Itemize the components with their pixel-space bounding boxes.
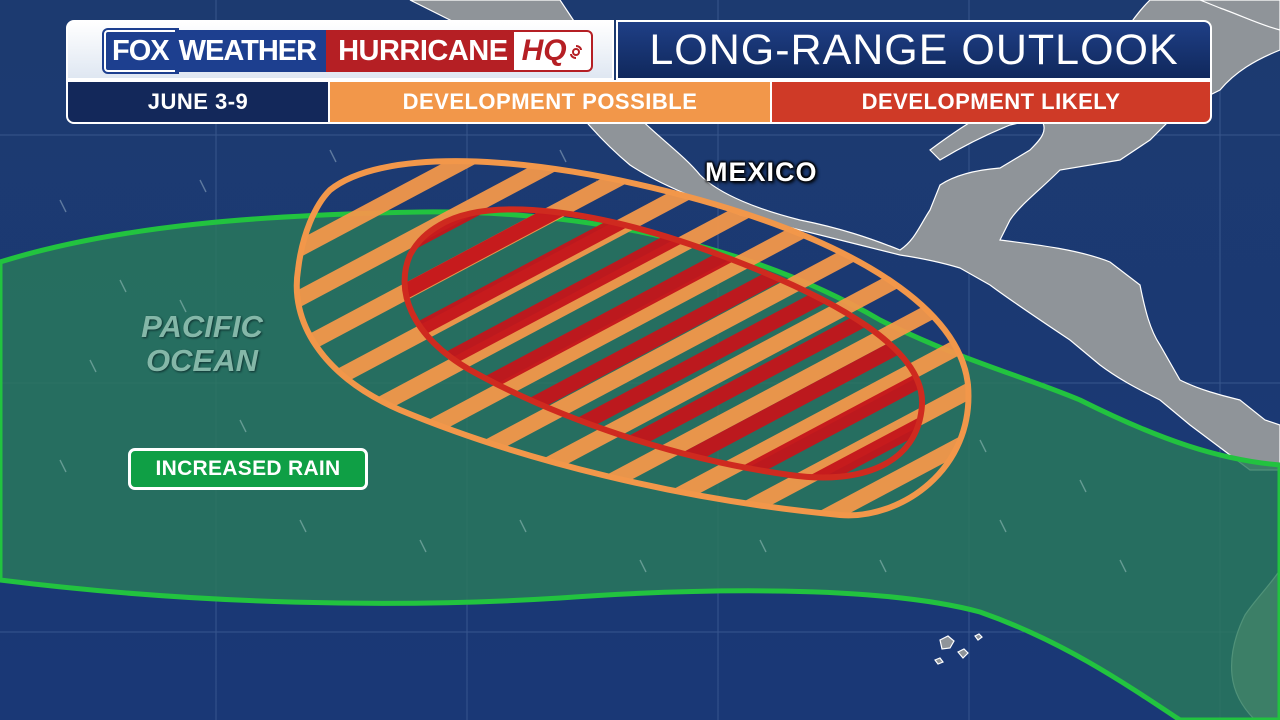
brand-logo: FOX WEATHER HURRICANE HQ xyxy=(66,20,614,80)
rain-streaks xyxy=(59,149,1127,573)
pacific-ocean-label: PACIFIC OCEAN xyxy=(132,310,272,378)
date-range: JUNE 3-9 xyxy=(66,80,330,124)
pacific-ocean-label-line2: OCEAN xyxy=(146,343,258,378)
mexico-label: MEXICO xyxy=(705,157,818,187)
hurricane-icon xyxy=(569,45,582,60)
header-banner: FOX WEATHER HURRICANE HQ LONG-RANGE OUTL… xyxy=(66,20,1212,124)
increased-rain-label: INCREASED RAIN xyxy=(128,448,368,490)
brand-fox: FOX xyxy=(104,30,177,72)
brand-hq: HQ xyxy=(513,32,591,70)
pacific-ocean-label-line1: PACIFIC xyxy=(141,309,263,344)
legend-development-possible: DEVELOPMENT POSSIBLE xyxy=(328,80,772,124)
legend-development-likely: DEVELOPMENT LIKELY xyxy=(770,80,1212,124)
brand-hq-text: HQ xyxy=(521,34,567,67)
legend-row: JUNE 3-9 DEVELOPMENT POSSIBLE DEVELOPMEN… xyxy=(66,80,1212,124)
page-title: LONG-RANGE OUTLOOK xyxy=(616,20,1212,80)
brand-logo-inner: FOX WEATHER HURRICANE HQ xyxy=(104,30,591,72)
island-group xyxy=(934,633,983,665)
brand-hurricane: HURRICANE xyxy=(328,32,514,70)
brand-weather: WEATHER xyxy=(176,32,325,70)
development-likely-zone xyxy=(401,206,926,481)
